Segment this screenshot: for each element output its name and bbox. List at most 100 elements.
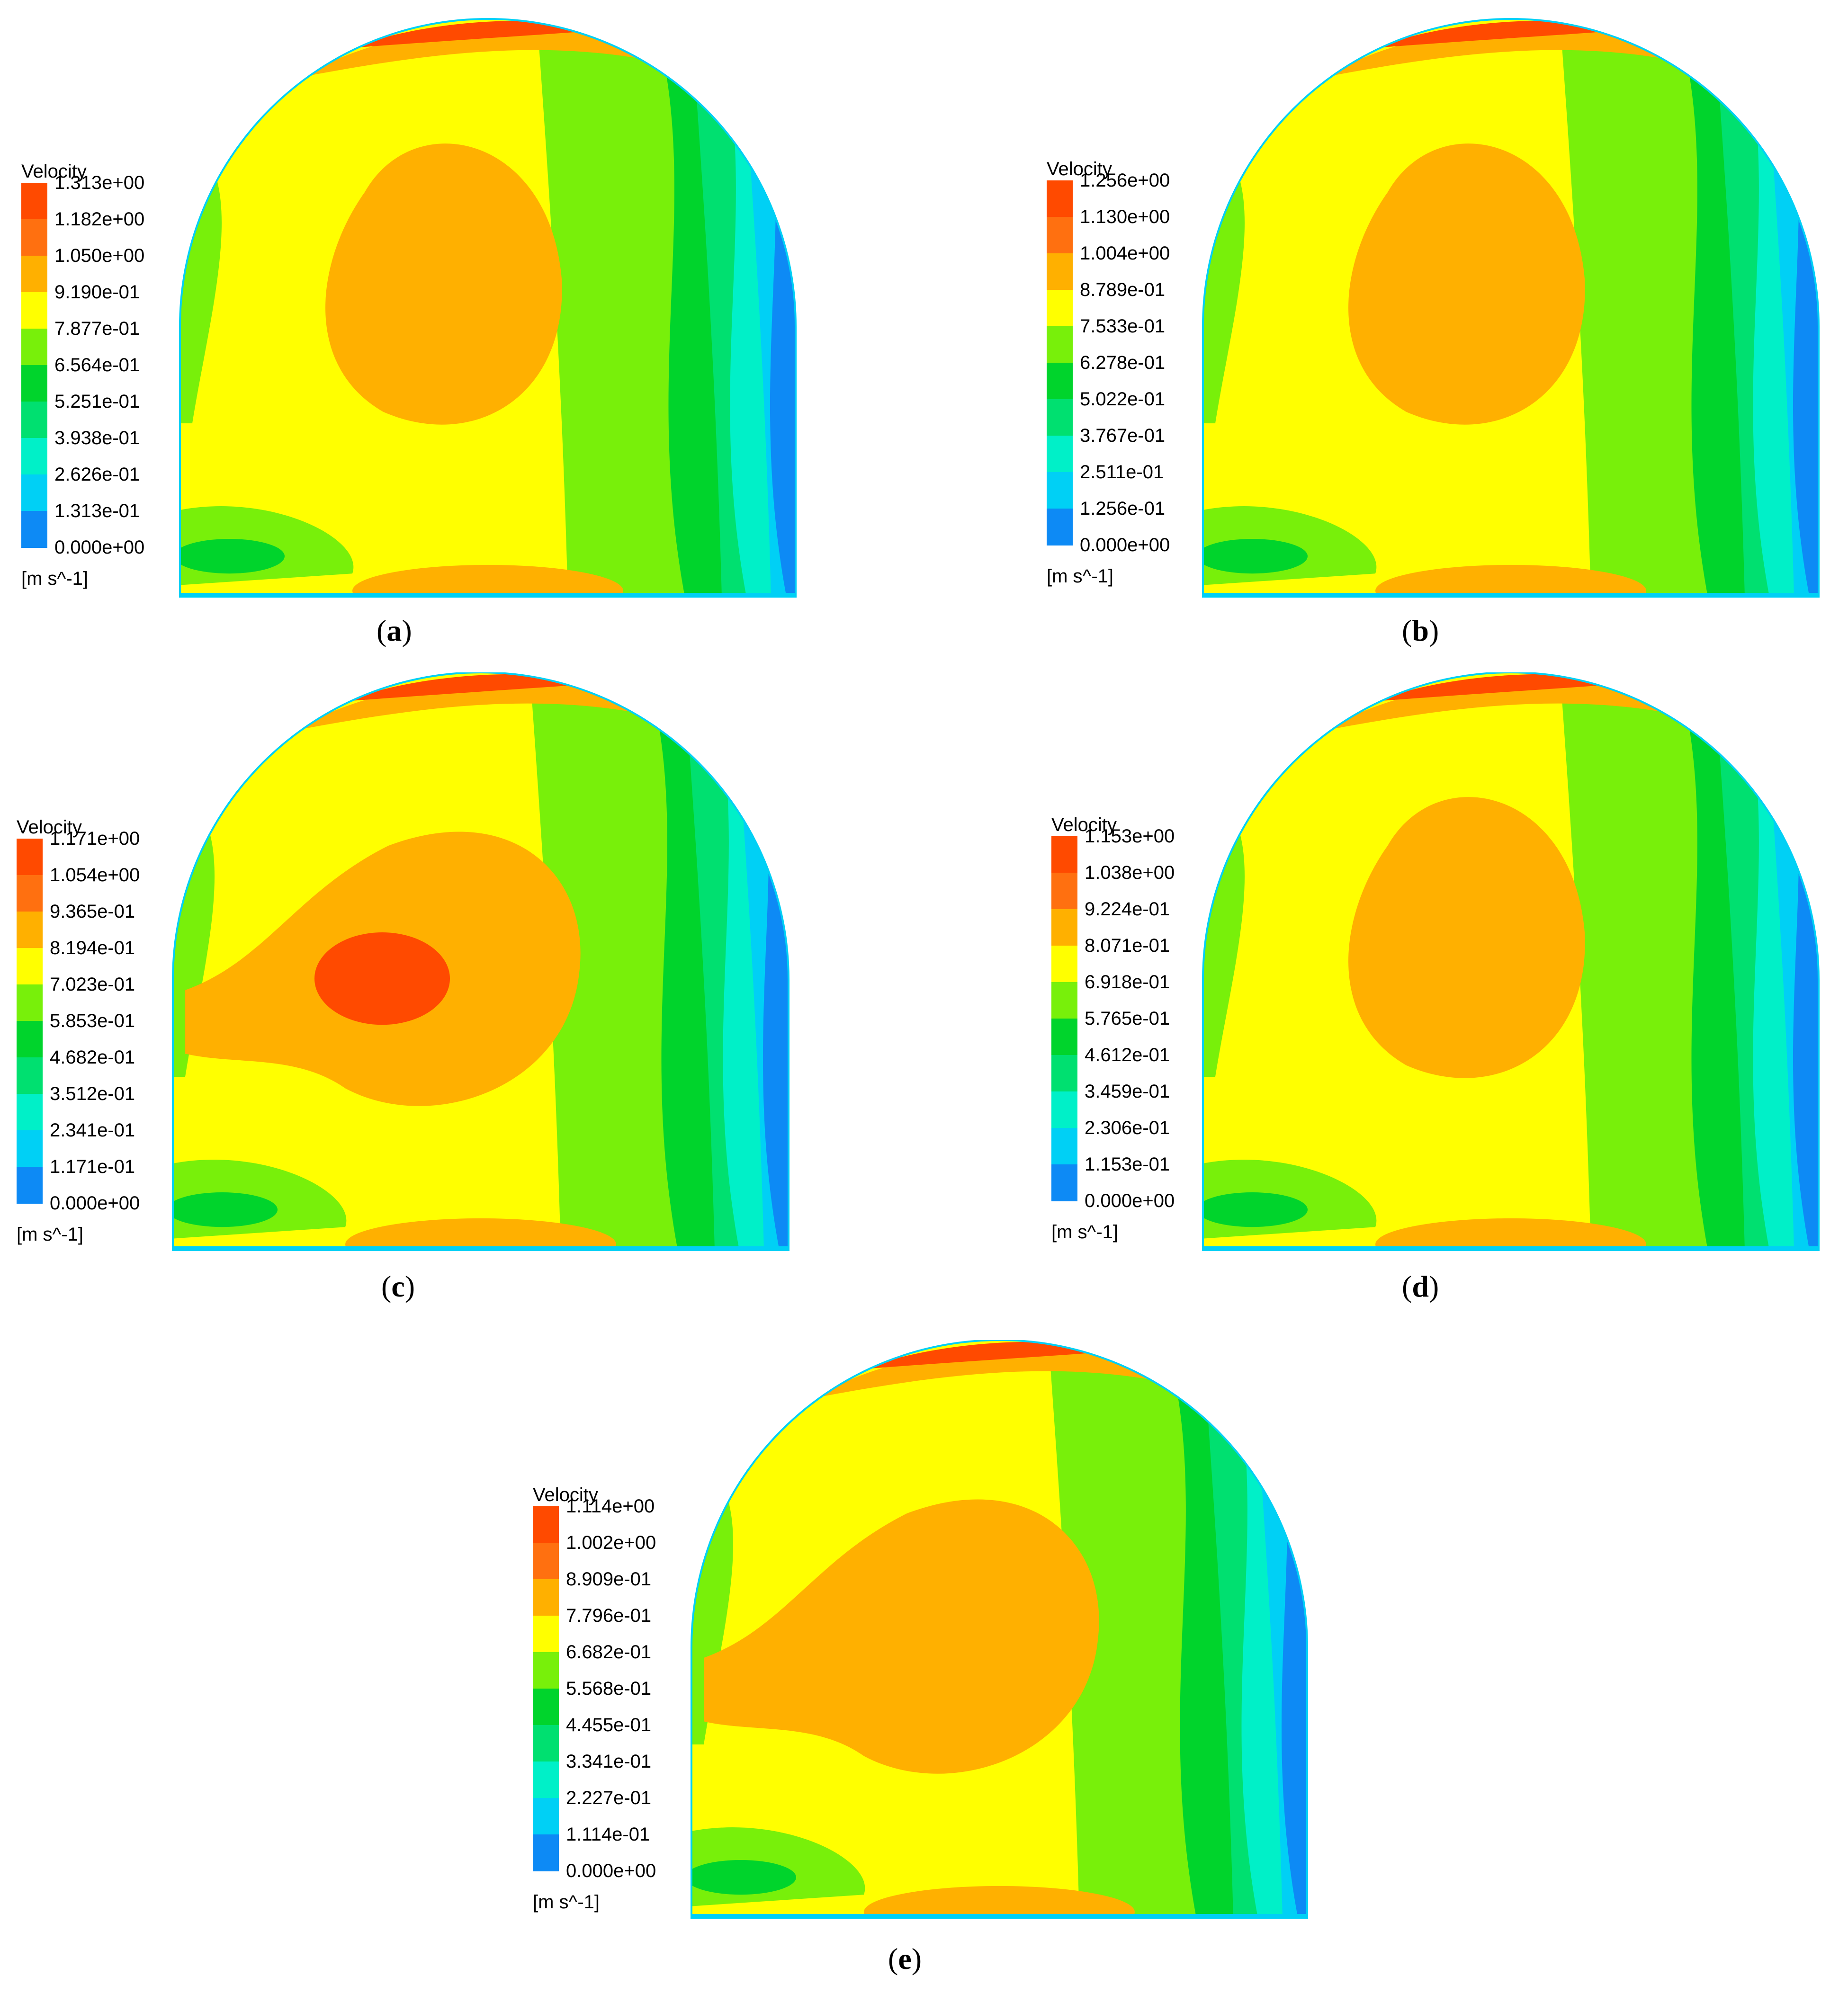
contour-field — [173, 672, 789, 1250]
legend-unit: [m s^-1] — [1047, 566, 1113, 587]
legend-title: Velocity — [1047, 159, 1112, 179]
legend-swatch — [1047, 253, 1073, 290]
core-orange — [1348, 143, 1585, 425]
legend-tick-label: 4.612e-01 — [1085, 1045, 1170, 1065]
legend-colorbar — [17, 839, 43, 1204]
legend-tick-label: 1.002e+00 — [566, 1532, 656, 1553]
band-top-orange — [303, 27, 673, 77]
tunnel-outline — [691, 1340, 1308, 1919]
wall-bottom — [1203, 1246, 1819, 1250]
legend-tick-label: 0.000e+00 — [1085, 1190, 1175, 1211]
legend-tick-label: 1.114e-01 — [566, 1824, 650, 1845]
legend-swatch — [21, 183, 47, 220]
legend-tick-label: 9.365e-01 — [50, 901, 135, 922]
legend-swatch — [1047, 472, 1073, 509]
legend-swatch — [17, 839, 43, 876]
legend-title: Velocity — [533, 1484, 598, 1505]
legend-swatch — [533, 1762, 559, 1798]
legend-swatch — [1051, 1164, 1077, 1201]
contour-plot — [1202, 672, 1820, 1251]
contour-field — [691, 1340, 1307, 1918]
band-top-red — [345, 674, 592, 701]
band-bottom-orange — [1375, 564, 1646, 597]
panel-caption: (b) — [1402, 614, 1439, 647]
legend-swatch — [17, 1057, 43, 1094]
legend-unit: [m s^-1] — [17, 1224, 83, 1245]
legend-tick-label: 1.256e+00 — [1080, 170, 1170, 191]
tunnel-outline — [1202, 18, 1820, 598]
legend-tick-label: 8.909e-01 — [566, 1569, 652, 1590]
legend-swatch — [533, 1616, 559, 1653]
legend-tick-label: 1.313e-01 — [54, 501, 140, 521]
legend-tick-label: 3.938e-01 — [54, 428, 140, 448]
legend-title: Velocity — [1051, 814, 1117, 835]
legend-tick-label: 1.171e-01 — [50, 1156, 135, 1177]
band-bottom-dark-green — [173, 1192, 278, 1227]
core-orange — [1348, 797, 1585, 1078]
legend-colorbar — [1047, 180, 1073, 545]
legend-swatch — [21, 438, 47, 475]
legend-swatch — [1047, 180, 1073, 217]
legend-swatch — [21, 329, 47, 366]
legend-tick-label: 1.256e-01 — [1080, 498, 1166, 519]
legend-tick-label: 8.071e-01 — [1085, 935, 1170, 956]
legend-swatch — [21, 365, 47, 402]
legend-tick-label: 4.682e-01 — [50, 1047, 135, 1068]
legend-tick-label: 6.278e-01 — [1080, 352, 1166, 373]
wall-bottom — [691, 1914, 1307, 1918]
legend-tick-label: 3.459e-01 — [1085, 1081, 1170, 1102]
contour-field — [1203, 19, 1819, 597]
legend-swatch — [1051, 982, 1077, 1019]
panel-caption: (c) — [381, 1270, 415, 1303]
legend-swatch — [1051, 909, 1077, 946]
legend-swatch — [17, 875, 43, 912]
contour-field — [1203, 672, 1819, 1250]
legend-tick-label: 2.306e-01 — [1085, 1118, 1170, 1138]
legend-tick-label: 7.023e-01 — [50, 974, 135, 995]
tunnel-outline — [172, 672, 789, 1251]
legend-tick-label: 6.918e-01 — [1085, 972, 1170, 993]
legend-swatch — [1047, 399, 1073, 436]
legend-tick-label: 2.227e-01 — [566, 1788, 652, 1808]
legend-tick-label: 7.533e-01 — [1080, 316, 1166, 337]
band-bottom-orange — [345, 1218, 616, 1250]
legend-swatch — [1051, 1091, 1077, 1128]
legend-swatch — [1051, 836, 1077, 873]
legend-swatch — [1047, 290, 1073, 327]
panel-caption: (d) — [1402, 1270, 1439, 1303]
panel-b: Velocity 1.256e+00 1.130e+00 1.004e+00 8.78… — [926, 14, 1826, 677]
legend-tick-label: 1.171e+00 — [50, 828, 140, 849]
band-top-orange — [1326, 27, 1695, 77]
legend-swatch — [1051, 1055, 1077, 1092]
legend-tick-label: 0.000e+00 — [1080, 535, 1170, 555]
legend-title: Velocity — [17, 817, 82, 838]
legend-swatch — [533, 1543, 559, 1580]
legend-swatch — [533, 1689, 559, 1726]
legend-swatch — [533, 1579, 559, 1616]
core-orange — [704, 1499, 1099, 1774]
contour-plot — [179, 18, 797, 598]
core-red — [314, 932, 450, 1025]
wall-bottom — [173, 1246, 789, 1250]
legend-tick-label: 1.054e+00 — [50, 865, 140, 885]
legend-tick-label: 1.153e-01 — [1085, 1154, 1170, 1175]
band-bottom-dark-green — [1203, 1192, 1308, 1227]
band-top-orange — [1326, 680, 1695, 730]
band-top-red — [864, 1341, 1110, 1369]
band-top-red — [352, 20, 599, 48]
legend-swatch — [21, 292, 47, 329]
legend-swatch — [17, 984, 43, 1021]
contour-plot — [1202, 18, 1820, 598]
legend-tick-label: 5.022e-01 — [1080, 389, 1166, 410]
legend-tick-label: 1.038e+00 — [1085, 862, 1175, 883]
legend-swatch — [1047, 363, 1073, 400]
legend-tick-label: 5.765e-01 — [1085, 1008, 1170, 1029]
contour-plot — [691, 1340, 1308, 1919]
legend-tick-label: 1.130e+00 — [1080, 206, 1170, 227]
legend-unit: [m s^-1] — [1051, 1222, 1118, 1243]
legend-tick-label: 5.251e-01 — [54, 391, 140, 412]
legend-tick-label: 0.000e+00 — [54, 537, 145, 558]
legend-colorbar — [533, 1506, 559, 1871]
core-orange — [325, 143, 562, 425]
legend-swatch — [533, 1798, 559, 1835]
